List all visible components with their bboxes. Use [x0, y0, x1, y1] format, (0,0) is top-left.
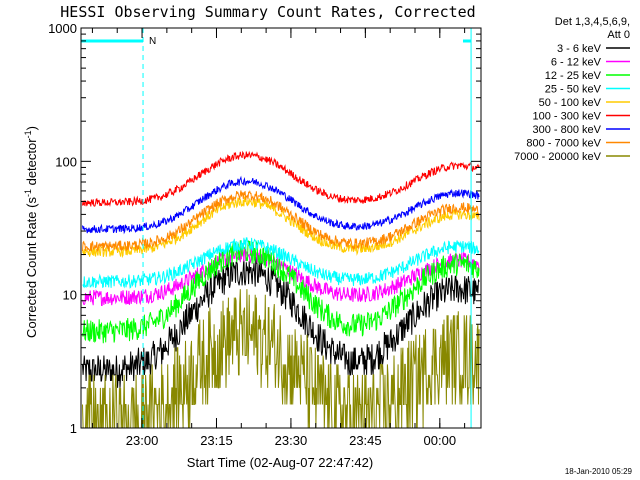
legend-label: 800 - 7000 keV: [526, 138, 601, 150]
series-line-4: [82, 196, 480, 259]
y-tick-label: 1000: [48, 21, 77, 36]
legend-label: 6 - 12 keV: [551, 57, 602, 69]
legend: Det 1,3,4,5,6,9, Att 0 3 - 6 keV 6 - 12 k…: [514, 16, 630, 163]
plot-area: N: [81, 28, 480, 429]
series-line-3: [82, 237, 480, 289]
x-tick-label: 23:15: [200, 433, 233, 448]
legend-label: 50 - 100 keV: [539, 97, 602, 109]
legend-header-detectors: Det 1,3,4,5,6,9,: [555, 16, 630, 28]
legend-label: 7000 - 20000 keV: [514, 151, 602, 163]
series-line-6: [82, 175, 480, 235]
legend-label: 300 - 800 keV: [533, 124, 602, 136]
x-axis-label: Start Time (02-Aug-07 22:47:42): [187, 455, 373, 470]
x-tick-label: 23:45: [349, 433, 382, 448]
axes: 1 10 100 1000 23:00 23:15 23:30 23:45 00:00: [48, 21, 482, 448]
legend-header-attenuator: Att 0: [607, 29, 630, 41]
legend-label: 3 - 6 keV: [557, 43, 602, 55]
chart-title: HESSI Observing Summary Count Rates, Cor…: [60, 3, 475, 21]
x-tick-label: 23:00: [126, 433, 159, 448]
series-line-2: [82, 240, 480, 344]
y-axis-label: Corrected Count Rate (s-1 detector-1): [23, 126, 39, 338]
legend-label: 100 - 300 keV: [533, 111, 602, 123]
x-tick-label: 00:00: [424, 433, 457, 448]
series-line-7: [82, 190, 480, 253]
x-tick-label: 23:30: [275, 433, 308, 448]
series-line-0: [82, 256, 480, 388]
plot-frame: [80, 27, 482, 429]
y-tick-label: 1: [70, 421, 77, 436]
y-tick-label: 10: [63, 288, 77, 303]
series-line-1: [82, 246, 480, 307]
legend-label: 12 - 25 keV: [545, 70, 602, 82]
night-flag-label: N: [149, 36, 156, 47]
footer-date: 18-Jan-2010 05:29: [565, 467, 633, 476]
legend-label: 25 - 50 keV: [545, 84, 602, 96]
series-line-5: [82, 150, 480, 207]
y-tick-label: 100: [55, 154, 77, 169]
